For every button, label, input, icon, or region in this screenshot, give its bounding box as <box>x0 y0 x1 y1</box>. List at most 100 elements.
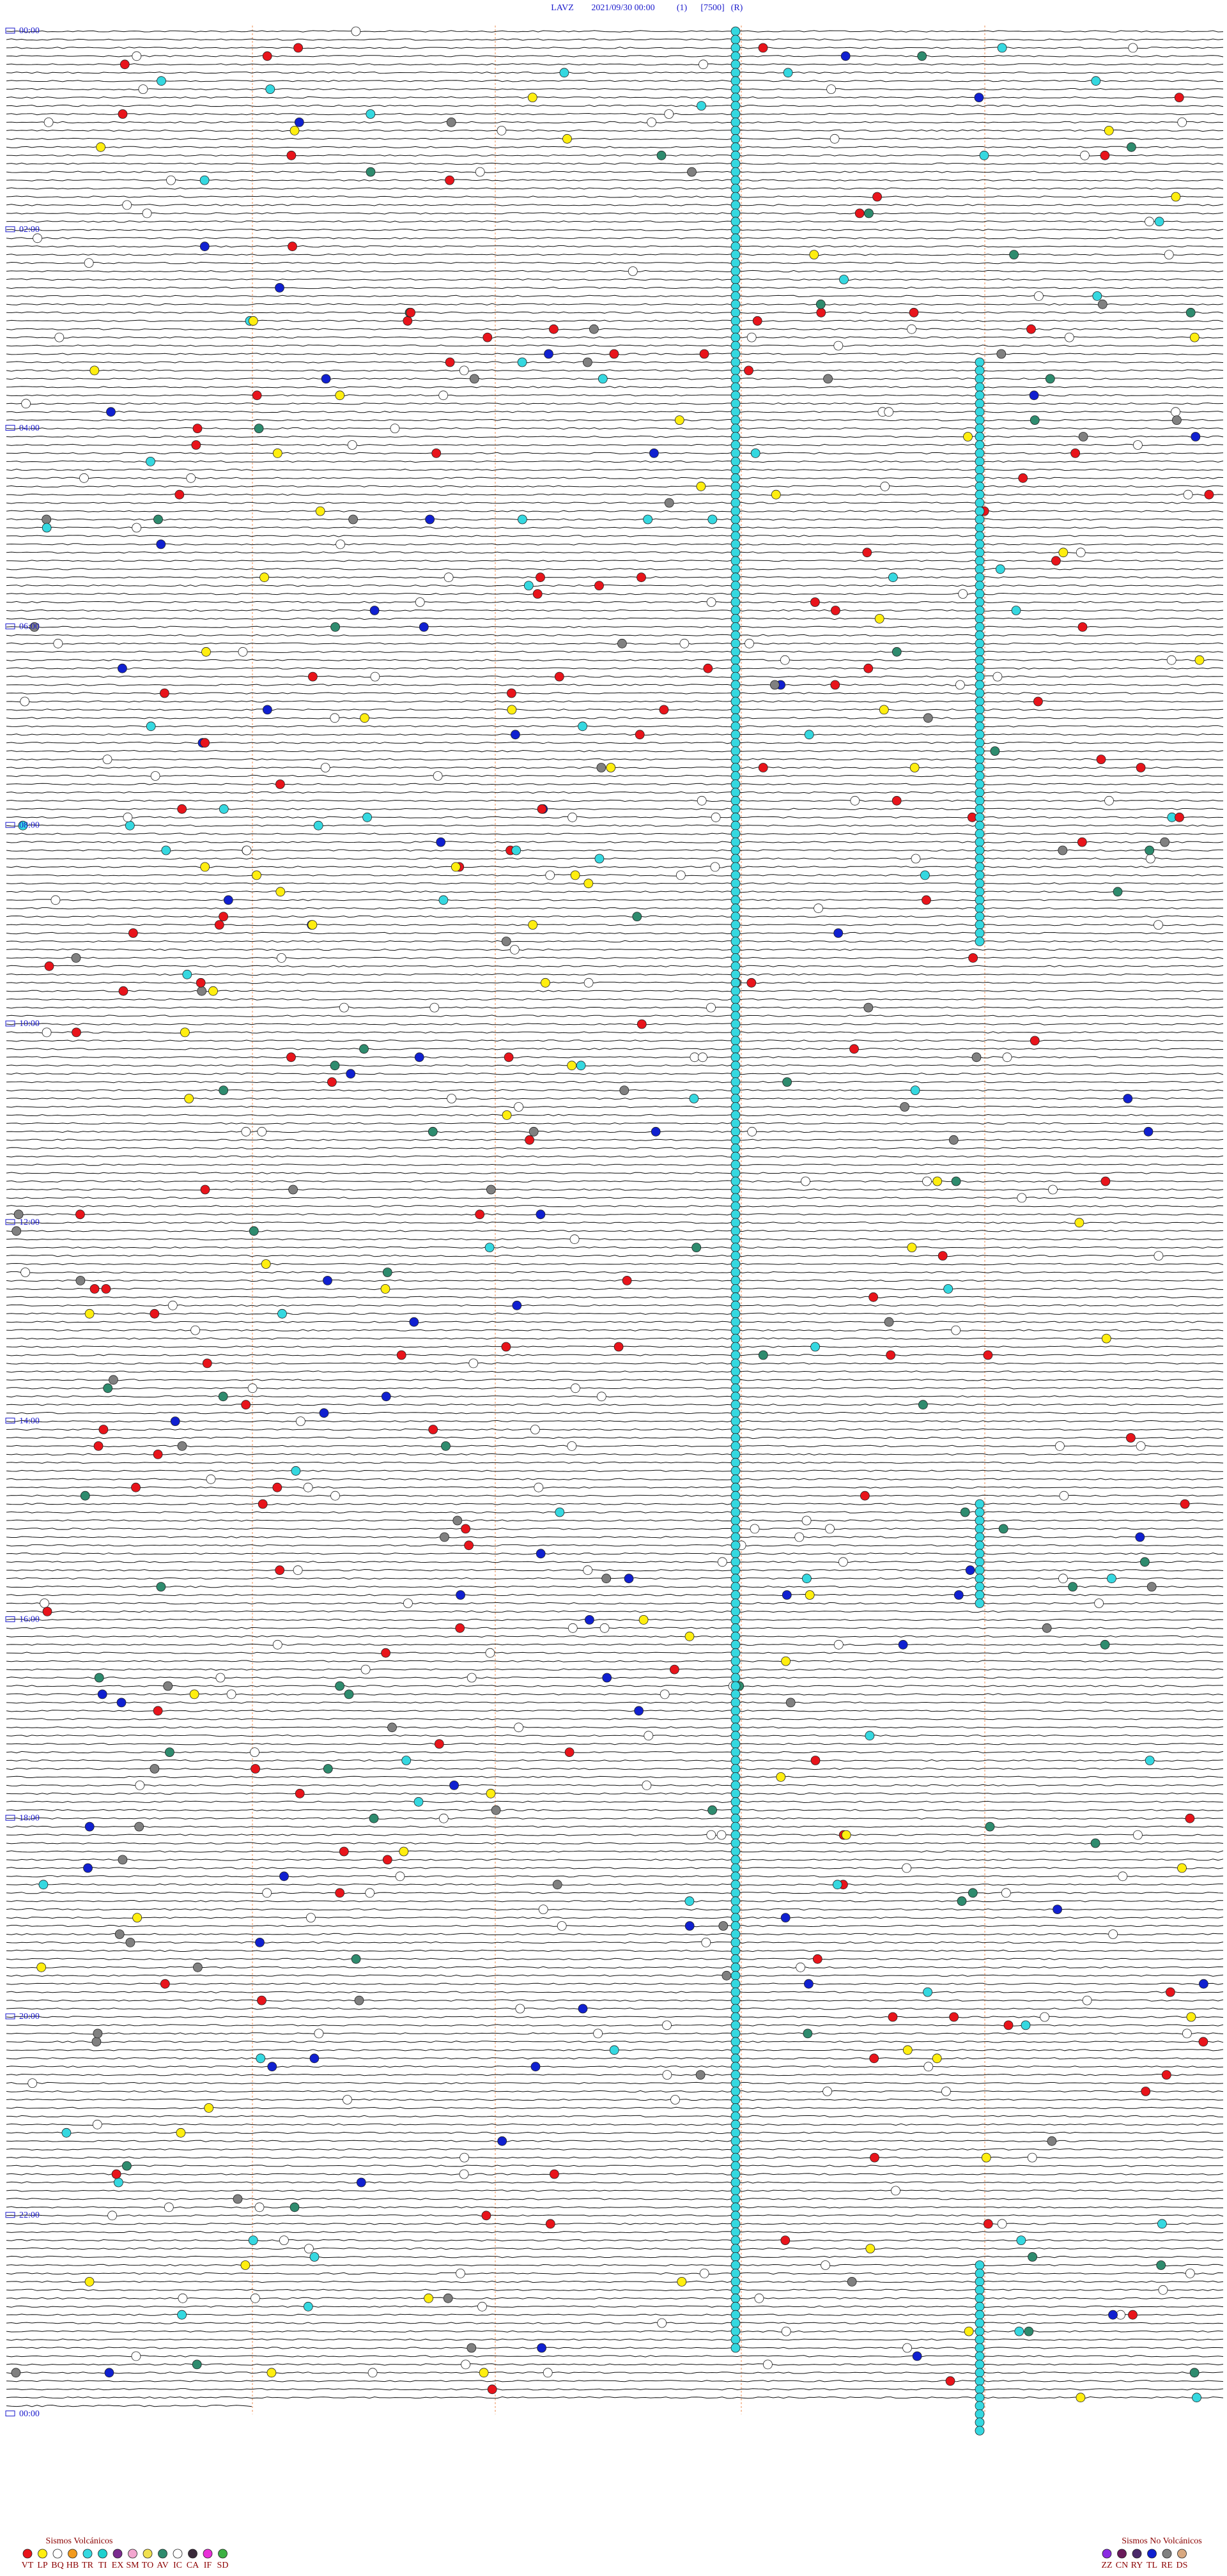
trace <box>6 1552 1224 1555</box>
event-marker <box>975 424 985 433</box>
trace <box>6 981 1224 984</box>
event-marker <box>730 250 741 260</box>
event-marker <box>252 870 261 880</box>
event-marker <box>382 1855 392 1865</box>
event-marker <box>249 1226 259 1236</box>
legend-code: RY <box>1131 2561 1143 2570</box>
event-marker <box>670 1664 679 1675</box>
event-marker <box>196 977 206 988</box>
trace <box>6 2297 1224 2300</box>
trace <box>6 245 1224 248</box>
event-marker <box>598 374 608 384</box>
event-marker <box>91 2037 102 2047</box>
event-marker <box>730 1499 741 1509</box>
event-marker <box>157 76 166 86</box>
legend-swatch <box>1162 2549 1172 2559</box>
event-marker <box>252 390 262 401</box>
event-marker <box>730 1598 741 1608</box>
event-marker <box>923 1987 932 1997</box>
event-marker <box>484 1243 495 1252</box>
event-marker <box>544 349 553 359</box>
event-marker <box>730 1416 741 1427</box>
event-marker <box>730 299 741 309</box>
event-marker <box>730 597 741 607</box>
event-marker <box>874 614 884 624</box>
event-marker <box>730 845 741 855</box>
legend-swatch <box>68 2549 77 2559</box>
event-marker <box>286 150 297 160</box>
event-marker <box>369 606 380 615</box>
trace <box>6 1486 1224 1489</box>
event-marker <box>920 870 930 880</box>
event-marker <box>730 1251 741 1261</box>
event-marker <box>975 2260 985 2270</box>
trace <box>6 940 1224 943</box>
event-marker <box>730 374 741 384</box>
event-marker <box>266 2368 277 2378</box>
event-marker <box>975 2376 985 2386</box>
event-marker <box>482 332 493 342</box>
trace <box>6 2280 1224 2283</box>
event-marker <box>730 2103 741 2113</box>
trace <box>6 1155 1224 1158</box>
event-marker <box>975 920 985 930</box>
event-marker <box>730 606 741 615</box>
event-marker <box>94 1673 104 1683</box>
hour-label: 00:00 <box>19 2409 40 2419</box>
event-marker <box>117 663 127 673</box>
event-marker <box>545 2219 555 2229</box>
event-marker <box>649 448 659 458</box>
event-marker <box>664 498 674 508</box>
event-marker <box>1177 1863 1187 1873</box>
event-marker <box>11 2368 21 2378</box>
event-marker <box>118 109 128 119</box>
event-marker <box>336 539 345 549</box>
legend-code: VT <box>22 2561 34 2570</box>
event-marker <box>186 473 196 483</box>
event-marker <box>975 357 985 367</box>
legend-swatch <box>158 2549 167 2559</box>
event-marker <box>256 2053 266 2064</box>
event-marker <box>975 1532 985 1542</box>
event-marker <box>975 1598 985 1608</box>
event-marker <box>730 696 741 707</box>
event-marker <box>730 307 741 318</box>
event-marker <box>730 1425 741 1434</box>
event-marker <box>975 2368 985 2378</box>
event-marker <box>730 506 741 516</box>
event-marker <box>975 663 985 673</box>
trace <box>6 568 1224 571</box>
event-marker <box>1080 150 1090 160</box>
event-marker <box>730 779 741 789</box>
event-marker <box>619 1085 629 1095</box>
event-marker <box>434 1739 444 1749</box>
trace <box>6 2264 1224 2267</box>
event-marker <box>975 845 985 855</box>
event-marker <box>730 2202 741 2212</box>
event-marker <box>730 1987 741 1997</box>
event-marker <box>567 1441 577 1451</box>
event-marker <box>1154 217 1164 227</box>
event-marker <box>469 374 479 384</box>
trace <box>6 1246 1224 1249</box>
event-marker <box>810 1342 820 1352</box>
event-marker <box>238 647 248 657</box>
trace <box>6 1205 1224 1208</box>
event-marker <box>1107 1574 1116 1584</box>
trace <box>6 1130 1224 1133</box>
trace <box>6 1734 1224 1737</box>
event-marker <box>975 1574 985 1584</box>
event-marker <box>370 671 380 682</box>
trace <box>6 468 1224 471</box>
event-marker <box>879 705 889 715</box>
event-marker <box>428 1425 438 1434</box>
event-marker <box>975 862 985 872</box>
event-marker <box>42 514 52 525</box>
trace <box>6 1122 1224 1125</box>
event-marker <box>335 1888 345 1898</box>
event-marker <box>996 349 1007 359</box>
event-marker <box>730 1673 741 1683</box>
event-marker <box>250 1747 259 1758</box>
event-marker <box>583 878 594 889</box>
legend-code: AV <box>157 2561 168 2570</box>
